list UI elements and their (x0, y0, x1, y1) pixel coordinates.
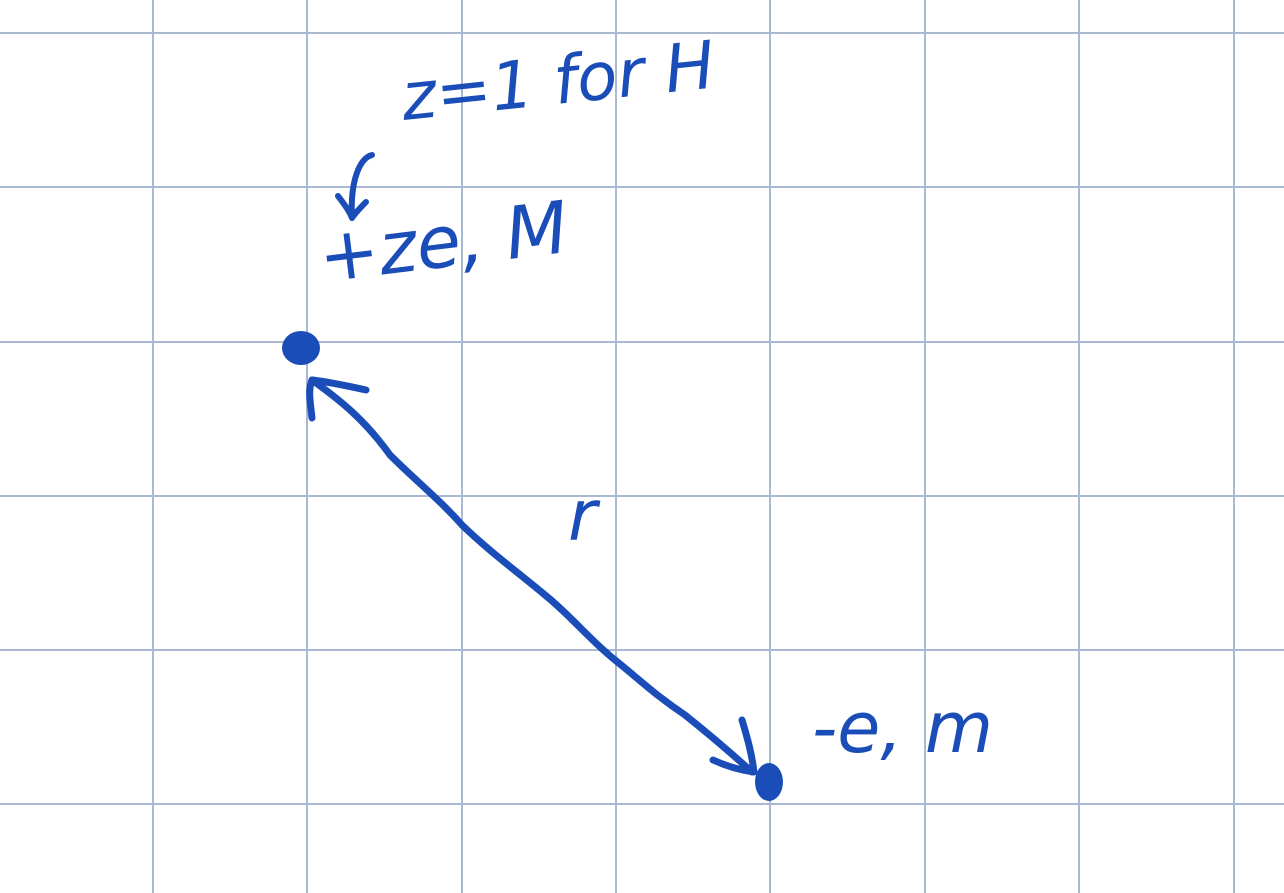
nucleus-note-text: z=1 for H (397, 26, 719, 136)
electron-label-text: -e, m (812, 687, 993, 769)
separation-arrowhead-upper (306, 376, 370, 422)
electron-dot (755, 763, 783, 801)
note-pointer-arrow (335, 152, 375, 221)
separation-arrow-line (308, 376, 756, 776)
separation-label-text: r (568, 475, 601, 557)
separation-arrowhead-lower (709, 716, 758, 776)
separation-arrow (306, 376, 758, 776)
nucleus-dot (282, 331, 320, 365)
